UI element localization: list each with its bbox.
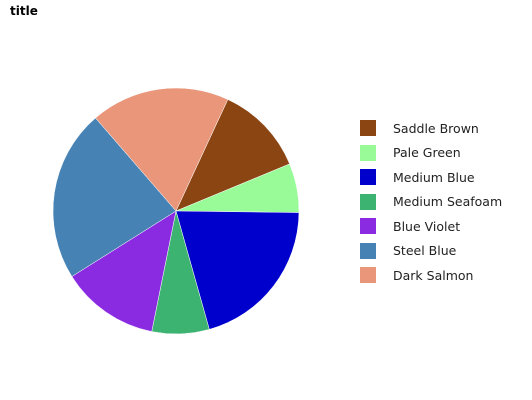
legend-swatch xyxy=(360,193,376,210)
pie-slice-saddle-brown xyxy=(175,99,290,212)
legend-label: Steel Blue xyxy=(393,243,457,259)
legend-swatch xyxy=(360,218,376,235)
legend-item: Saddle Brown xyxy=(360,116,532,141)
legend-swatch xyxy=(360,169,376,186)
legend-item: Blue Violet xyxy=(360,214,532,239)
pie-slice-steel-blue xyxy=(52,117,177,277)
pie-slice-blue-violet xyxy=(71,210,177,332)
legend-item: Dark Salmon xyxy=(360,263,532,288)
legend-item: Pale Green xyxy=(360,141,532,166)
legend-label: Dark Salmon xyxy=(393,267,474,283)
legend-label: Pale Green xyxy=(393,145,461,161)
legend-swatch xyxy=(360,267,376,284)
legend-item: Steel Blue xyxy=(360,239,532,264)
legend-swatch xyxy=(360,144,376,161)
pie-slice-medium-blue xyxy=(175,210,300,330)
legend-swatch xyxy=(360,120,376,137)
legend-label: Blue Violet xyxy=(393,218,461,234)
legend-item: Medium Seafoam xyxy=(360,190,532,215)
legend-label: Saddle Brown xyxy=(393,120,479,136)
chart-title: title xyxy=(10,4,38,18)
pie-slice-dark-salmon xyxy=(95,87,229,212)
legend-item: Medium Blue xyxy=(360,165,532,190)
legend: Saddle Brown Pale Green Medium Blue Medi… xyxy=(360,116,532,288)
legend-label: Medium Blue xyxy=(393,169,475,185)
legend-label: Medium Seafoam xyxy=(393,194,503,210)
legend-swatch xyxy=(360,242,376,259)
